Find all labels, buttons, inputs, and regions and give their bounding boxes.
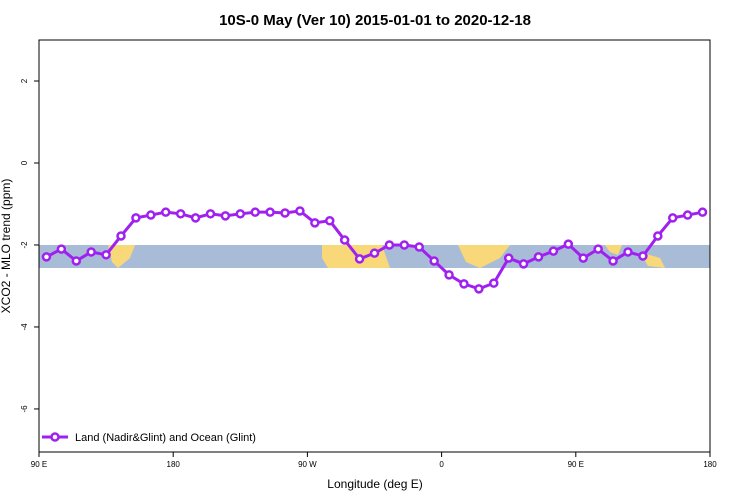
- data-point: [444, 270, 454, 280]
- x-tick-label: 180: [703, 460, 717, 469]
- data-point: [548, 246, 559, 256]
- data-point: [414, 242, 424, 252]
- data-point: [503, 253, 514, 263]
- data-point: [638, 251, 648, 261]
- data-point: [220, 211, 231, 221]
- legend-label: Land (Nadir&Glint) and Ocean (Glint): [75, 432, 256, 444]
- y-tick-label: -2: [20, 241, 29, 249]
- data-point: [608, 256, 618, 266]
- y-tick-label: 0: [20, 160, 29, 165]
- data-point: [175, 209, 186, 219]
- data-point: [310, 218, 320, 228]
- y-tick-label: -6: [20, 405, 29, 413]
- y-tick-label: 2: [20, 78, 29, 83]
- data-point: [653, 231, 663, 241]
- data-point: [578, 253, 589, 263]
- y-axis-label: XCO2 - MLO trend (ppm): [0, 179, 13, 314]
- data-point: [71, 256, 82, 266]
- x-tick-label: 90 E: [31, 460, 47, 469]
- data-point: [429, 256, 439, 266]
- data-point: [354, 254, 365, 264]
- data-point: [235, 209, 246, 219]
- data-point: [533, 252, 544, 262]
- data-point: [205, 209, 216, 219]
- data-point: [682, 210, 693, 220]
- chart-title: 10S-0 May (Ver 10) 2015-01-01 to 2020-12…: [219, 12, 531, 29]
- data-point: [190, 213, 201, 223]
- data-point: [116, 231, 126, 241]
- x-tick-label: 180: [167, 460, 181, 469]
- data-point: [489, 278, 499, 288]
- data-point: [459, 279, 469, 289]
- data-point: [593, 244, 603, 254]
- data-point: [131, 213, 141, 223]
- data-point: [146, 210, 156, 220]
- data-point: [518, 259, 529, 269]
- data-point: [369, 248, 380, 258]
- data-point: [295, 206, 305, 216]
- data-point: [697, 207, 708, 217]
- data-point: [250, 207, 260, 217]
- data-point: [160, 207, 171, 217]
- data-point: [101, 250, 111, 260]
- data-point: [384, 240, 395, 250]
- data-point: [56, 244, 67, 254]
- data-point: [399, 240, 410, 250]
- data-point: [667, 213, 678, 223]
- data-point: [623, 247, 633, 257]
- data-point: [474, 284, 484, 294]
- data-point: [563, 239, 574, 249]
- x-tick-label: 90 W: [298, 460, 317, 469]
- data-point: [41, 252, 52, 262]
- data-point: [339, 235, 350, 245]
- y-tick-label: -4: [20, 323, 29, 331]
- data-point: [86, 247, 96, 257]
- data-point: [280, 208, 290, 218]
- data-point: [325, 216, 335, 226]
- legend-marker: [50, 432, 60, 442]
- plot-frame: [38, 39, 711, 453]
- x-tick-label: 0: [439, 460, 444, 469]
- data-point: [265, 207, 275, 217]
- x-tick-label: 90 E: [568, 460, 584, 469]
- x-axis-label: Longitude (deg E): [327, 477, 422, 491]
